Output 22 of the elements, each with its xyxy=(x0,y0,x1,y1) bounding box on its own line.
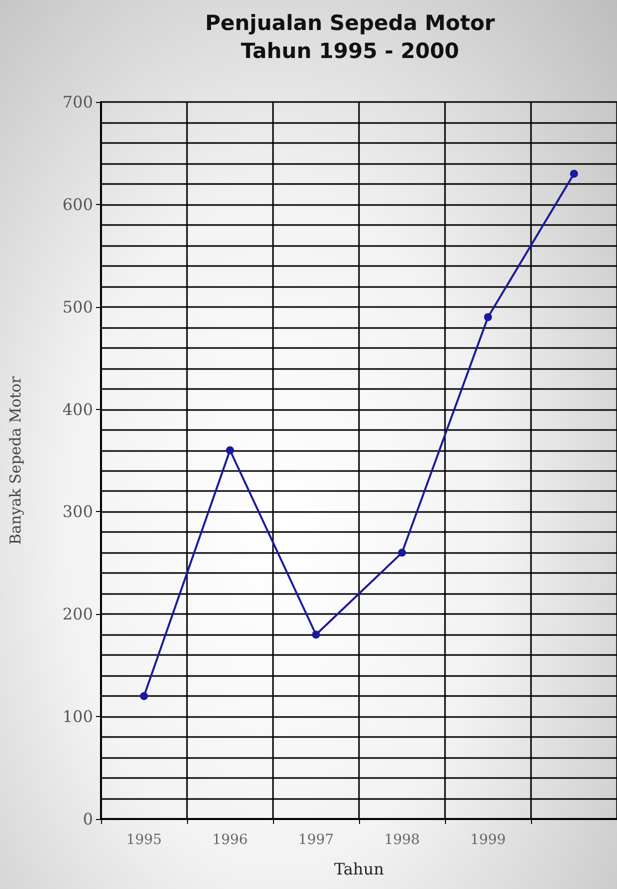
y-tick-label: 400 xyxy=(62,400,93,419)
x-axis-title: Tahun xyxy=(334,860,384,878)
y-tick-label: 600 xyxy=(62,194,93,214)
y-tick-label: 200 xyxy=(62,604,93,624)
y-axis-title: Banyak Sepeda Motor xyxy=(6,375,24,545)
point xyxy=(484,313,492,322)
y-tick-label: 0 xyxy=(82,810,93,828)
point xyxy=(312,630,320,639)
x-tick-label: 1999 xyxy=(470,832,506,848)
point xyxy=(570,170,578,178)
y-tick-label: 500 xyxy=(62,297,93,316)
x-tick-label: 1997 xyxy=(298,832,334,848)
y-tick-label: 100 xyxy=(62,707,93,726)
x-tick-label: 1996 xyxy=(212,832,248,848)
y-tick-label: 700 xyxy=(62,92,93,112)
y-tick-label: 300 xyxy=(62,502,93,522)
chart-title: Penjualan Sepeda Motor Tahun 1995 - 2000 xyxy=(205,11,496,63)
x-tick-label: 1995 xyxy=(126,832,162,848)
point xyxy=(398,548,406,557)
x-tick-label: 1998 xyxy=(384,832,420,848)
point xyxy=(226,446,234,454)
point xyxy=(140,692,148,700)
